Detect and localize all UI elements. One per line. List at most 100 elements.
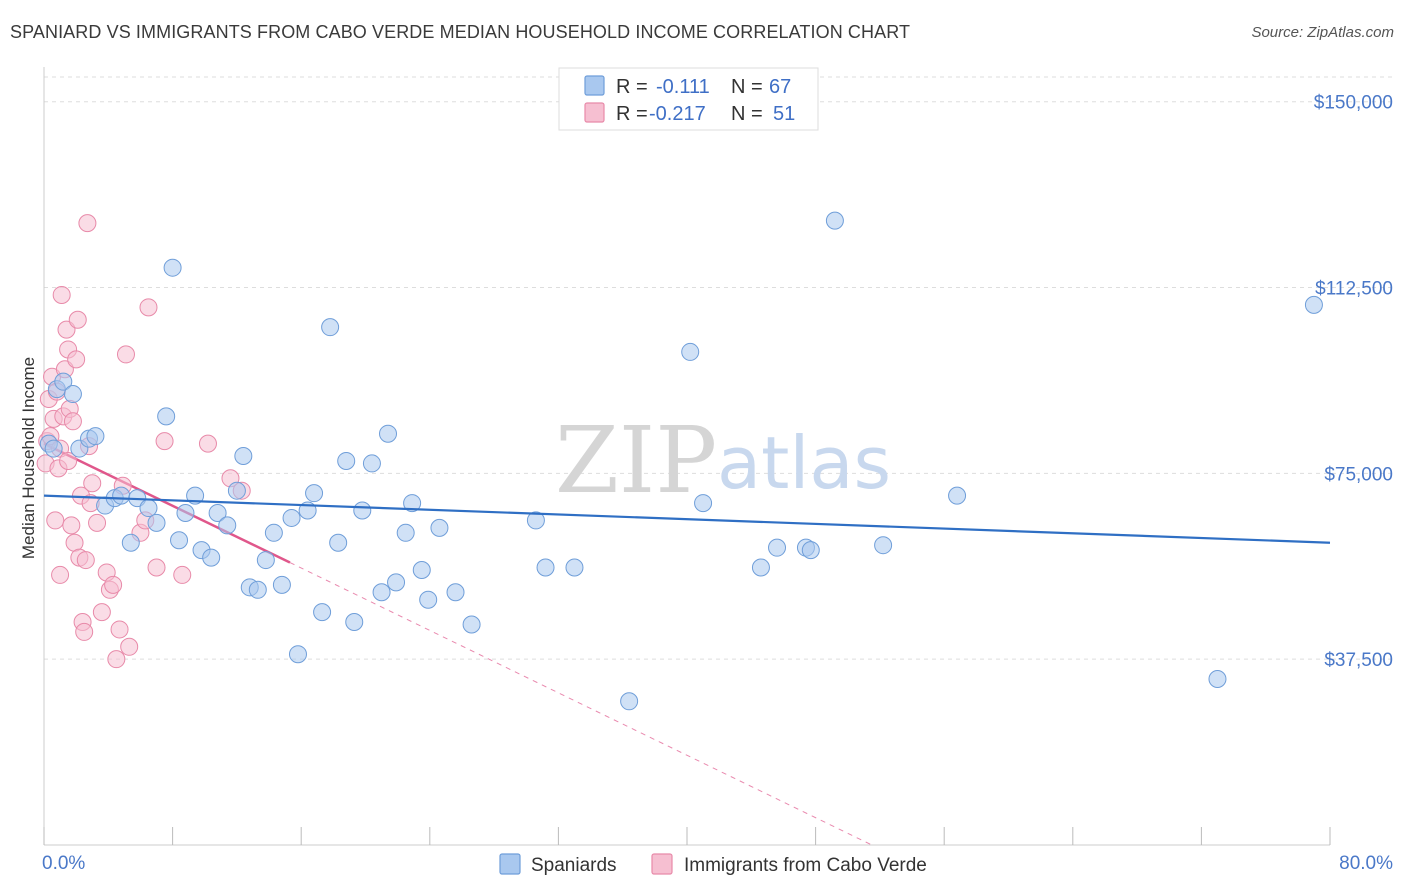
cabo-verde-point-16 [62,516,81,535]
points-spaniards [39,211,1323,711]
spaniards-point-60 [801,541,820,560]
spaniards-point-10 [121,533,140,552]
spaniards-point-66 [44,439,63,458]
spaniards-point-14 [157,407,176,426]
spaniards-point-26 [248,580,267,599]
x-tick-labels: 0.0% 80.0% [42,853,1393,874]
x-tick-label-0: 0.0% [42,853,85,874]
spaniards-point-30 [282,508,301,527]
grid-lines [44,76,1395,660]
spaniards-point-65 [1304,295,1323,314]
spaniards-point-20 [202,548,221,567]
spaniards-point-48 [430,518,449,537]
legend-n-label-1: N = [731,76,763,98]
spaniards-point-45 [403,494,422,513]
y-tick-label-3: $150,000 [1314,93,1393,114]
y-tick-label-1: $75,000 [1324,464,1393,485]
cabo-verde-point-13 [57,320,76,339]
points-cabo-verde [36,214,251,669]
spaniards-point-46 [412,560,431,579]
cabo-verde-trend-extension [289,562,873,846]
cabo-verde-point-36 [110,620,129,639]
watermark-atlas: atlas [717,421,891,505]
cabo-verde-point-38 [116,345,135,364]
cabo-verde-point-10 [52,285,71,304]
bottom-legend-swatch-spaniards [499,853,521,875]
y-tick-label-2: $112,500 [1315,279,1393,300]
spaniards-point-57 [751,558,770,577]
legend-swatch-spaniards [584,75,605,96]
spaniards-point-15 [163,258,182,277]
spaniards-point-38 [345,613,364,632]
cabo-verde-point-46 [198,434,217,453]
cabo-verde-trend-line [43,442,291,564]
spaniards-point-34 [313,603,332,622]
legend-n-value-1: 67 [769,76,791,98]
bottom-legend: Spaniards Immigrants from Cabo Verde [499,853,927,876]
spaniards-point-16 [170,531,189,550]
spaniards-point-55 [681,342,700,361]
y-tick-labels: $37,500 $75,000 $112,500 $150,000 [1314,93,1393,671]
spaniards-point-49 [446,583,465,602]
trend-lines-cabo-verde [43,442,873,846]
cabo-verde-point-43 [147,558,166,577]
cabo-verde-point-30 [88,513,107,532]
cabo-verde-point-20 [68,310,87,329]
spaniards-point-13 [147,513,166,532]
legend-r-value-2: -0.217 [649,103,706,125]
source-label: Source: ZipAtlas.com [1251,24,1394,41]
cabo-verde-point-26 [78,214,97,233]
spaniards-point-21 [208,503,227,522]
spaniards-point-63 [948,486,967,505]
legend-r-value-1: -0.111 [656,76,710,98]
spaniards-point-43 [387,573,406,592]
spaniards-point-40 [362,454,381,473]
trend-lines-spaniards [43,494,1331,544]
spaniards-point-3 [63,385,82,404]
spaniards-point-47 [419,590,438,609]
spaniards-point-6 [86,427,105,446]
spaniards-point-44 [396,523,415,542]
spaniards-point-2 [54,372,73,391]
cabo-verde-point-39 [120,637,139,656]
spaniards-point-50 [462,615,481,634]
watermark-zip: ZIP [555,407,717,514]
y-axis-title: Median Household Income [19,357,38,559]
legend-r-label-2: R = [616,103,648,125]
cabo-verde-point-19 [67,350,86,369]
cabo-verde-point-17 [63,412,82,431]
spaniards-point-41 [372,583,391,602]
spaniards-point-33 [305,484,324,503]
top-legend: R = -0.111 N = 67 R = -0.217 N = 51 [558,67,819,131]
cabo-verde-point-24 [75,622,94,641]
spaniards-point-54 [620,692,639,711]
watermark: ZIP atlas [555,407,891,514]
spaniards-point-31 [288,645,307,664]
cabo-verde-point-50 [59,451,78,470]
bottom-legend-spaniards: Spaniards [531,855,617,876]
spaniards-point-17 [176,503,195,522]
spaniards-point-53 [565,558,584,577]
spaniards-point-35 [321,318,340,337]
spaniards-point-64 [1208,669,1227,688]
cabo-verde-point-34 [104,575,123,594]
spaniards-point-62 [874,536,893,555]
legend-n-label-2: N = [731,103,763,125]
bottom-legend-cabo-verde: Immigrants from Cabo Verde [684,855,927,876]
chart-title: SPANIARD VS IMMIGRANTS FROM CABO VERDE M… [10,22,911,42]
spaniards-point-61 [825,211,844,230]
y-tick-label-0: $37,500 [1324,650,1393,671]
cabo-verde-point-31 [92,603,111,622]
cabo-verde-point-45 [173,565,192,584]
axes [43,67,1331,846]
x-tick-label-1: 80.0% [1339,853,1393,874]
legend-r-label-1: R = [616,76,648,98]
spaniards-trend-line [43,494,1331,544]
spaniards-point-58 [768,538,787,557]
cabo-verde-point-29 [83,474,102,493]
spaniards-point-29 [272,575,291,594]
spaniards-point-37 [337,451,356,470]
spaniards-point-52 [536,558,555,577]
spaniards-point-51 [526,511,545,530]
legend-swatch-cabo-verde [584,102,605,123]
